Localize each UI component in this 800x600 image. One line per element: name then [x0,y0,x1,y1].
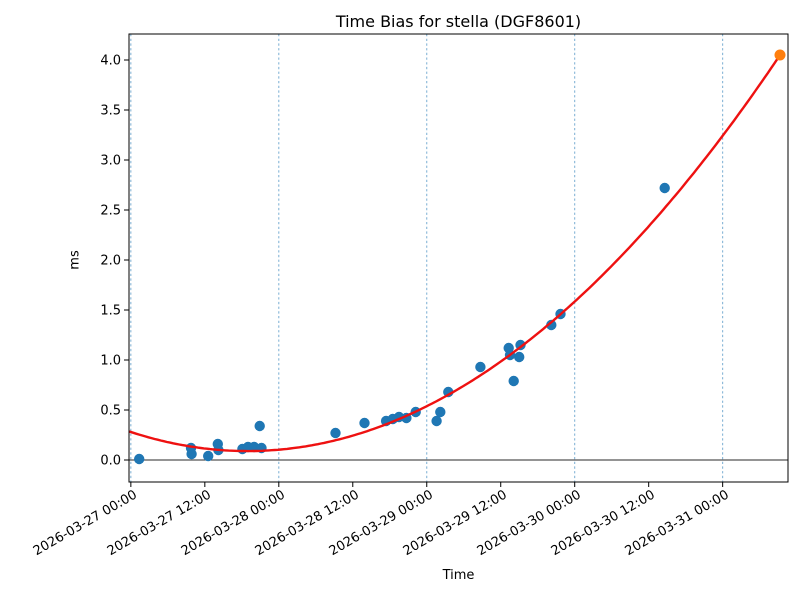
y-tick-label: 3.0 [100,154,121,169]
y-tick-label: 1.0 [100,354,121,369]
y-tick-label: 4.0 [100,54,121,69]
scatter-point [508,375,519,387]
y-tick-label: 0.0 [100,454,121,469]
fit-curve [128,53,782,453]
y-axis-label: ms [67,250,83,270]
scatter-point [475,361,486,373]
y-tick-label: 2.5 [100,204,121,219]
scatter-point [254,420,265,432]
scatter-point [359,417,370,429]
chart-title: Time Bias for stella (DGF8601) [335,12,582,31]
scatter-point [330,427,341,439]
scatter-point [514,351,525,363]
x-axis-label: Time [442,568,475,583]
scatter-point [431,415,442,427]
y-tick-label: 1.5 [100,304,121,319]
scatter-point [203,450,214,462]
scatter-point [546,319,557,331]
scatter-point [134,453,145,465]
scatter-point [435,406,446,418]
latest-point [774,49,786,61]
scatter-point [659,182,670,194]
y-tick-label: 3.5 [100,104,121,119]
y-tick-label: 2.0 [100,254,121,269]
scatter-point [186,448,197,460]
plot-border [128,33,789,483]
y-tick-label: 0.5 [100,404,121,419]
